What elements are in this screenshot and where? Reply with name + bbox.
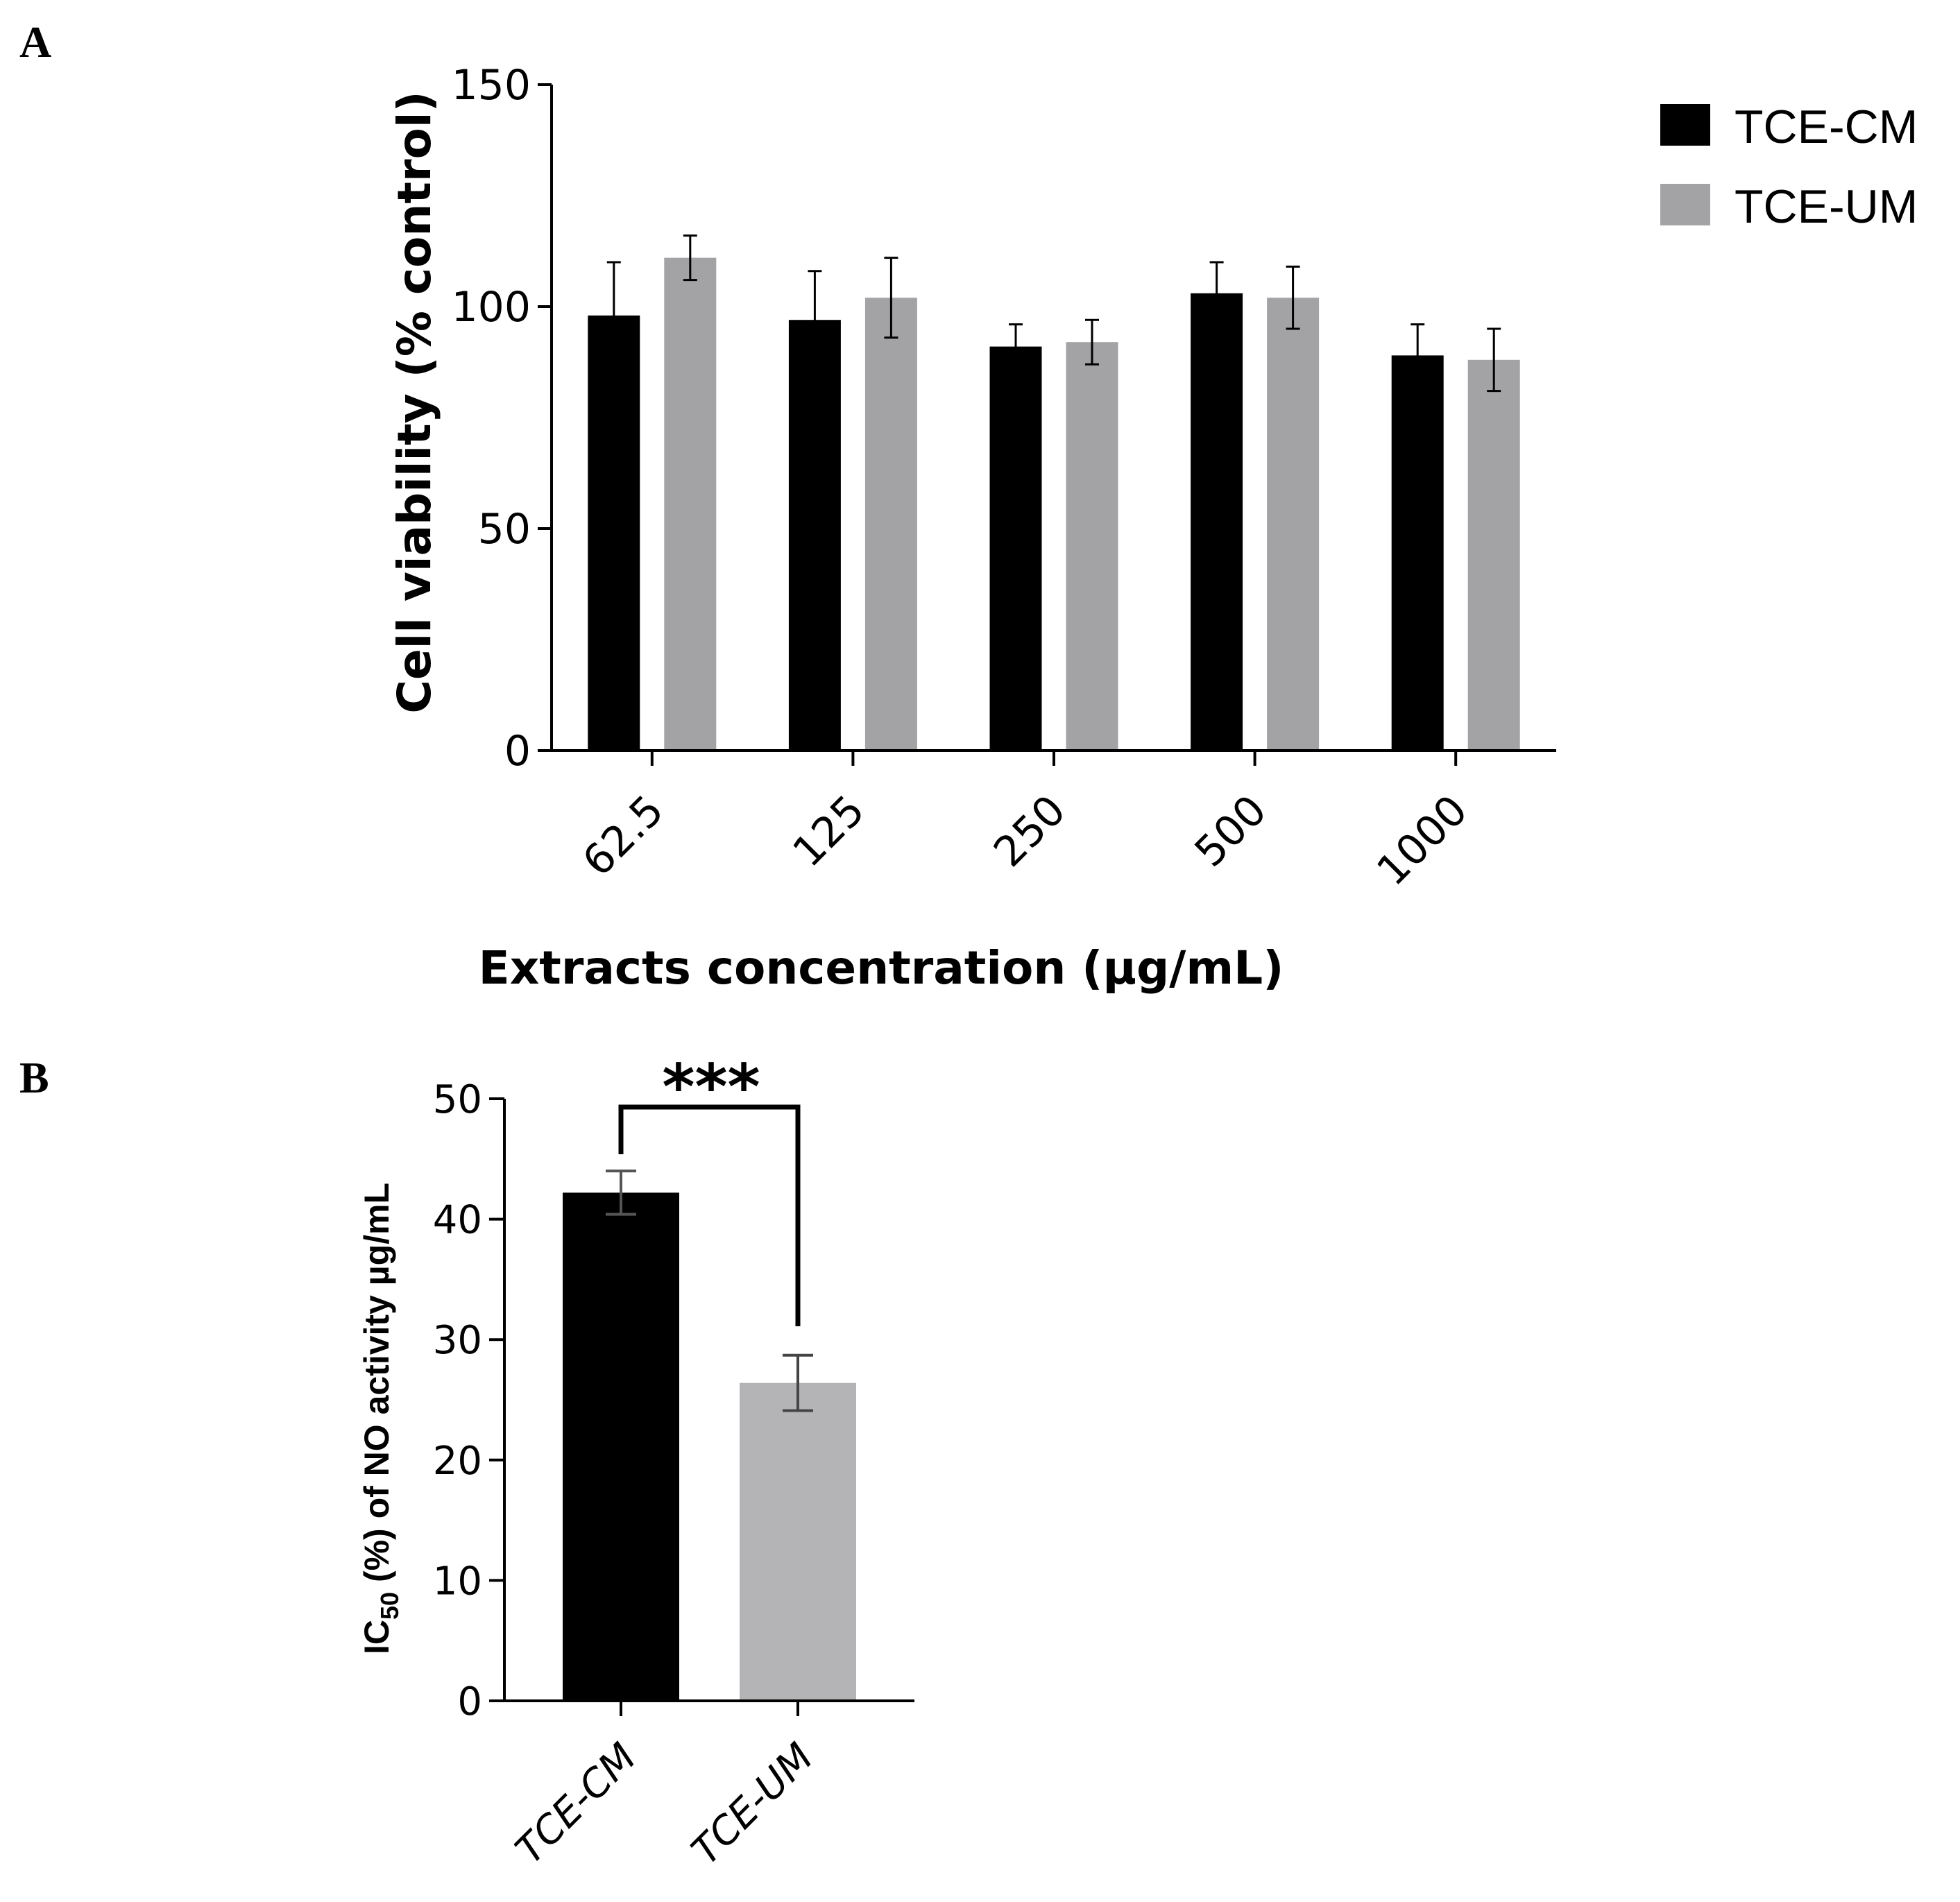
chart-a-legend: TCE-CM TCE-UM (1660, 101, 1918, 233)
error-bar-tce-cm (606, 1170, 636, 1216)
error-bar-tce-cm-125 (808, 270, 822, 370)
error-bar-tce-um-500 (1286, 265, 1300, 330)
chart-a-x-ticks: 62.5 125 250 500 1000 (573, 751, 1477, 896)
chart-b-axes (503, 1099, 914, 1702)
error-bar-tce-um-62-5 (683, 234, 697, 282)
x-tick-label-500: 500 (1186, 786, 1276, 876)
y-tick-label-40: 40 (433, 1198, 482, 1243)
bar-tce-um-125 (864, 298, 917, 751)
significance-label: *** (662, 1051, 760, 1124)
x-tick-label-62-5: 62.5 (573, 786, 673, 886)
error-bar-tce-um-1000 (1487, 327, 1501, 393)
chart-a-x-axis-title: Extracts concentration (µg/mL) (479, 941, 1284, 995)
error-bar-tce-cm-250 (1009, 323, 1023, 370)
chart-a: 0 50 100 150 62.5 125 250 500 1000 Cell viabili… (388, 61, 1918, 995)
error-bar-tce-cm-1000 (1411, 323, 1425, 388)
chart-b-bars (563, 1192, 856, 1701)
error-bar-tce-um (783, 1353, 813, 1412)
chart-b-y-axis-title-main: IC (357, 1620, 396, 1654)
chart-a-bars (588, 257, 1520, 751)
bar-tce-cm-250 (989, 346, 1042, 751)
x-tick-label-tce-cm: TCE-CM (507, 1735, 645, 1873)
error-bar-tce-cm-500 (1209, 261, 1224, 326)
chart-a-y-axis-title: Cell viability (% control) (388, 91, 441, 713)
chart-a-y-ticks: 0 50 100 150 (451, 61, 552, 776)
chart-a-error-bars (606, 234, 1501, 393)
error-bar-tce-um-250 (1085, 318, 1099, 366)
chart-b-y-axis-title: IC50 (%) of NO activity µg/mL (357, 1183, 404, 1654)
bar-tce-cm-500 (1191, 293, 1243, 751)
chart-b-error-bars (606, 1170, 813, 1412)
panel-label-a: A (19, 17, 51, 67)
x-tick-label-125: 125 (784, 786, 874, 876)
y-tick-label-50: 50 (433, 1077, 482, 1122)
chart-b-y-axis-title-rest: (%) of NO activity µg/mL (357, 1183, 396, 1592)
bar-tce-cm (563, 1192, 679, 1701)
error-bar-tce-cm-62-5 (606, 261, 621, 370)
bar-tce-um-250 (1066, 342, 1118, 751)
legend-swatch-tce-cm (1660, 104, 1710, 146)
chart-b-y-ticks: 0 10 20 30 40 50 (433, 1077, 504, 1724)
y-tick-label-50: 50 (478, 505, 531, 554)
y-tick-label-20: 20 (433, 1439, 482, 1484)
bar-tce-cm-1000 (1391, 355, 1444, 751)
chart-b-x-ticks: TCE-CM TCE-UM (507, 1701, 822, 1874)
legend-swatch-tce-um (1660, 184, 1710, 225)
panel-label-b: B (19, 1053, 49, 1102)
bar-tce-um-500 (1267, 298, 1320, 751)
x-tick-label-tce-um: TCE-UM (683, 1735, 822, 1874)
x-tick-label-250: 250 (985, 786, 1075, 876)
bar-tce-cm-125 (788, 320, 841, 751)
y-tick-label-100: 100 (451, 283, 531, 332)
bar-tce-um-62-5 (664, 257, 717, 751)
x-tick-label-1000: 1000 (1367, 786, 1476, 895)
chart-b-y-axis-title-sub: 50 (375, 1592, 404, 1620)
y-tick-label-0: 0 (457, 1679, 482, 1724)
significance-bracket (618, 1104, 801, 1326)
y-tick-label-0: 0 (504, 727, 531, 776)
error-bar-tce-um-125 (884, 257, 898, 339)
y-tick-label-150: 150 (451, 61, 531, 110)
legend-label-tce-cm: TCE-CM (1735, 101, 1918, 153)
y-tick-label-30: 30 (433, 1318, 482, 1363)
bar-tce-cm-62-5 (588, 315, 640, 751)
bar-tce-um (740, 1382, 856, 1701)
y-tick-label-10: 10 (433, 1559, 482, 1604)
bar-tce-um-1000 (1467, 359, 1520, 751)
legend-label-tce-um: TCE-UM (1735, 180, 1918, 233)
